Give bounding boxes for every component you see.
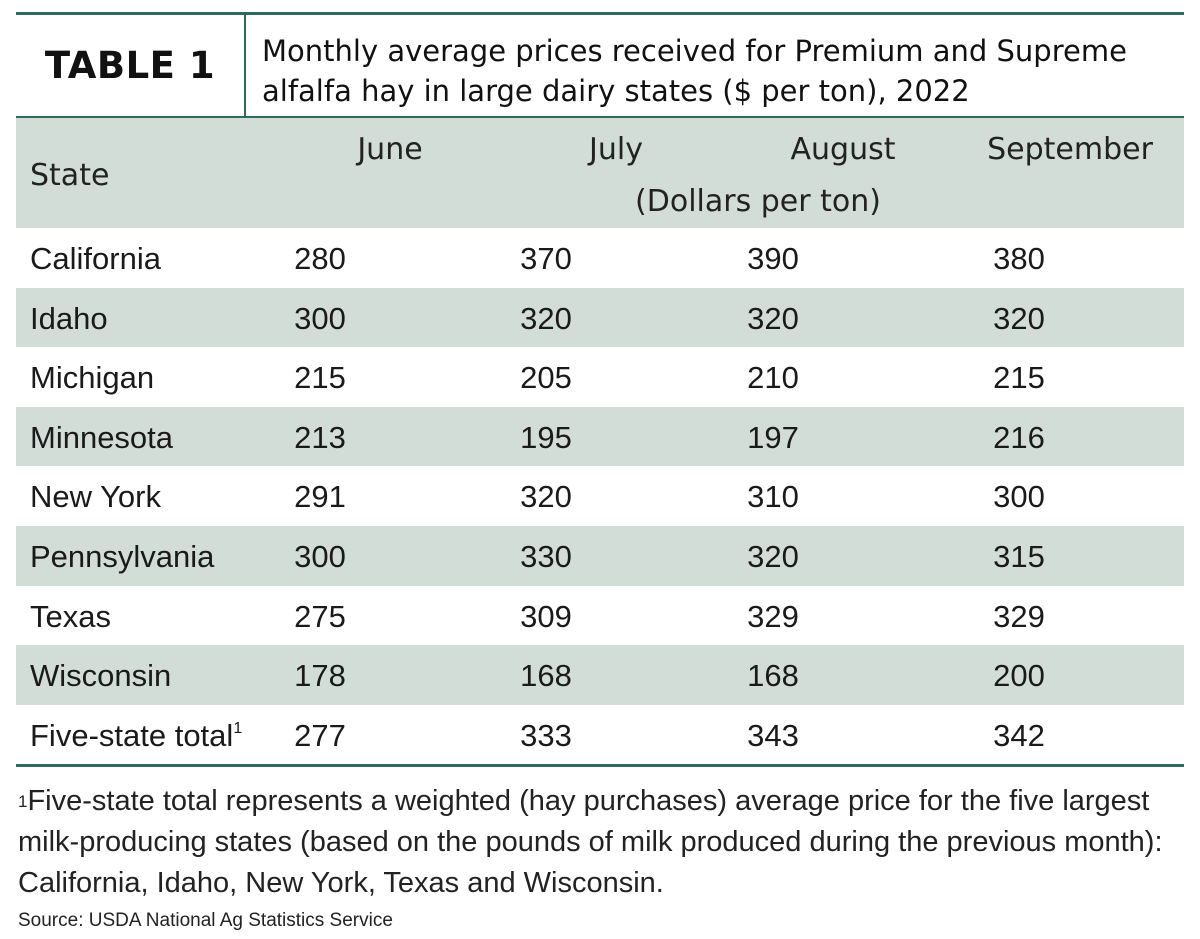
column-header-june: June [357, 132, 423, 167]
table-header: State June July August September (Dollar… [16, 118, 1184, 228]
value-cell: 320 [747, 300, 799, 336]
value-cell: 320 [520, 300, 572, 336]
value-cell: 343 [747, 717, 799, 753]
state-cell: New York [30, 479, 161, 515]
price-table: State June July August September (Dollar… [16, 116, 1184, 768]
title-bar: TABLE 1 Monthly average prices received … [16, 12, 1184, 116]
value-cell: 320 [993, 300, 1045, 336]
value-cell: 200 [993, 658, 1045, 694]
table-row: Minnesota 213 195 197 216 [16, 406, 1184, 467]
value-cell: 178 [294, 658, 346, 694]
value-cell: 315 [993, 538, 1045, 574]
value-cell: 310 [747, 479, 799, 515]
value-cell: 390 [747, 241, 799, 276]
value-cell: 210 [747, 360, 799, 396]
column-header-august: August [790, 132, 896, 167]
value-cell: 277 [294, 717, 346, 753]
state-name: Idaho [30, 300, 108, 336]
table-row: California 280 370 390 380 [16, 228, 1184, 288]
value-cell: 213 [294, 419, 346, 455]
state-name: Five-state total [30, 717, 234, 753]
column-header-july: July [589, 132, 643, 167]
value-cell: 280 [294, 241, 346, 276]
value-cell: 197 [747, 419, 799, 455]
value-cell: 320 [520, 479, 572, 515]
state-name: Pennsylvania [30, 538, 215, 574]
table-figure: TABLE 1 Monthly average prices received … [16, 12, 1184, 932]
unit-label: (Dollars per ton) [635, 184, 881, 219]
state-cell: Texas [30, 599, 111, 635]
column-header-state: State [30, 158, 110, 193]
footnote-text: Five-state total represents a weighted (… [18, 785, 1163, 900]
state-name: Wisconsin [30, 658, 172, 694]
state-cell: Five-state total1 [30, 718, 242, 754]
value-cell: 205 [520, 360, 572, 396]
value-cell: 309 [520, 598, 572, 634]
value-cell: 275 [294, 598, 346, 634]
footnote-ref: 1 [233, 719, 243, 737]
table-row: Texas 275 309 329 329 [16, 586, 1184, 646]
table-row: Wisconsin 178 168 168 200 [16, 645, 1184, 705]
state-cell: Minnesota [30, 420, 173, 456]
value-cell: 300 [294, 300, 346, 336]
value-cell: 168 [747, 658, 799, 694]
table-label: TABLE 1 [16, 15, 246, 116]
value-cell: 215 [993, 360, 1045, 396]
state-cell: California [30, 241, 161, 277]
value-cell: 195 [520, 419, 572, 455]
state-cell: Pennsylvania [30, 539, 214, 575]
table-row: Pennsylvania 300 330 320 315 [16, 525, 1184, 586]
value-cell: 215 [294, 360, 346, 396]
state-cell: Wisconsin [30, 658, 171, 694]
state-cell: Idaho [30, 301, 108, 337]
state-name: California [30, 241, 161, 276]
value-cell: 370 [520, 241, 572, 276]
state-name: Texas [30, 598, 111, 634]
table-row: Five-state total1 277 333 343 342 [16, 705, 1184, 765]
value-cell: 291 [294, 479, 346, 515]
value-cell: 342 [993, 717, 1045, 753]
value-cell: 168 [520, 658, 572, 694]
table-body: California 280 370 390 380 Idaho 300 320 320 320 M… [16, 228, 1184, 764]
state-name: Minnesota [30, 419, 174, 455]
table-row: Idaho 300 320 320 320 [16, 287, 1184, 348]
table-row: Michigan 215 205 210 215 [16, 347, 1184, 407]
table-title: Monthly average prices received for Prem… [262, 34, 1127, 108]
value-cell: 333 [520, 717, 572, 753]
value-cell: 329 [747, 598, 799, 634]
value-cell: 300 [294, 538, 346, 574]
value-cell: 320 [747, 538, 799, 574]
state-cell: Michigan [30, 360, 154, 396]
value-cell: 300 [993, 479, 1045, 515]
value-cell: 380 [993, 241, 1045, 276]
value-cell: 329 [993, 598, 1045, 634]
state-name: Michigan [30, 360, 155, 396]
column-header-september: September [987, 132, 1153, 167]
value-cell: 330 [520, 538, 572, 574]
source-note: Source: USDA National Ag Statistics Serv… [18, 910, 393, 932]
footnote: 1Five-state total represents a weighted … [16, 781, 1184, 904]
table-row: New York 291 320 310 300 [16, 466, 1184, 526]
value-cell: 216 [993, 419, 1045, 455]
footnote-marker: 1 [18, 792, 28, 812]
state-name: New York [30, 479, 161, 515]
